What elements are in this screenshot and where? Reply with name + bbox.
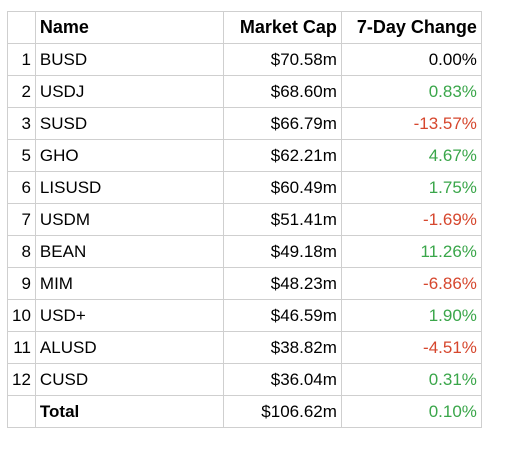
row-index: 10 (7, 299, 36, 332)
row-market-cap: $48.23m (222, 267, 342, 300)
row-7-day-change: 4.67% (340, 139, 482, 172)
row-7-day-change: -4.51% (340, 331, 482, 364)
row-name: SUSD (34, 107, 224, 140)
row-market-cap: $62.21m (222, 139, 342, 172)
row-name: USDM (34, 203, 224, 236)
row-index: 12 (7, 363, 36, 396)
row-7-day-change: -1.69% (340, 203, 482, 236)
total-market-cap: $106.62m (222, 395, 342, 428)
header-7-day-change: 7-Day Change (340, 11, 482, 44)
row-index: 2 (7, 75, 36, 108)
row-index: 11 (7, 331, 36, 364)
row-7-day-change: 0.83% (340, 75, 482, 108)
row-name: BUSD (34, 43, 224, 76)
table-row: 12 CUSD $36.04m 0.31% (7, 363, 482, 396)
table-row: 7 USDM $51.41m -1.69% (7, 203, 482, 236)
header-market-cap: Market Cap (222, 11, 342, 44)
row-7-day-change: -13.57% (340, 107, 482, 140)
row-name: BEAN (34, 235, 224, 268)
row-index: 6 (7, 171, 36, 204)
row-market-cap: $60.49m (222, 171, 342, 204)
market-cap-table: Name Market Cap 7-Day Change 1 BUSD $70.58… (7, 11, 482, 428)
table-row: 5 GHO $62.21m 4.67% (7, 139, 482, 172)
header-name: Name (34, 11, 224, 44)
total-row: Total $106.62m 0.10% (7, 395, 482, 428)
table-row: 2 USDJ $68.60m 0.83% (7, 75, 482, 108)
header-row: Name Market Cap 7-Day Change (7, 11, 482, 44)
row-index: 8 (7, 235, 36, 268)
row-name: CUSD (34, 363, 224, 396)
row-7-day-change: 11.26% (340, 235, 482, 268)
table-row: 3 SUSD $66.79m -13.57% (7, 107, 482, 140)
total-change: 0.10% (340, 395, 482, 428)
row-market-cap: $38.82m (222, 331, 342, 364)
row-name: LISUSD (34, 171, 224, 204)
row-index: 5 (7, 139, 36, 172)
row-index: 9 (7, 267, 36, 300)
table-row: 1 BUSD $70.58m 0.00% (7, 43, 482, 76)
row-name: USDJ (34, 75, 224, 108)
row-7-day-change: -6.86% (340, 267, 482, 300)
row-index: 3 (7, 107, 36, 140)
row-7-day-change: 0.00% (340, 43, 482, 76)
row-index: 1 (7, 43, 36, 76)
total-index-cell (7, 395, 36, 428)
row-market-cap: $49.18m (222, 235, 342, 268)
table-row: 8 BEAN $49.18m 11.26% (7, 235, 482, 268)
row-name: MIM (34, 267, 224, 300)
row-name: ALUSD (34, 331, 224, 364)
total-label: Total (34, 395, 224, 428)
table-row: 10 USD+ $46.59m 1.90% (7, 299, 482, 332)
table-row: 9 MIM $48.23m -6.86% (7, 267, 482, 300)
row-market-cap: $70.58m (222, 43, 342, 76)
row-market-cap: $36.04m (222, 363, 342, 396)
row-name: GHO (34, 139, 224, 172)
row-7-day-change: 1.75% (340, 171, 482, 204)
table-row: 11 ALUSD $38.82m -4.51% (7, 331, 482, 364)
header-index (7, 11, 36, 44)
row-7-day-change: 0.31% (340, 363, 482, 396)
row-market-cap: $46.59m (222, 299, 342, 332)
table-row: 6 LISUSD $60.49m 1.75% (7, 171, 482, 204)
row-7-day-change: 1.90% (340, 299, 482, 332)
row-name: USD+ (34, 299, 224, 332)
row-market-cap: $68.60m (222, 75, 342, 108)
row-market-cap: $51.41m (222, 203, 342, 236)
row-market-cap: $66.79m (222, 107, 342, 140)
row-index: 7 (7, 203, 36, 236)
